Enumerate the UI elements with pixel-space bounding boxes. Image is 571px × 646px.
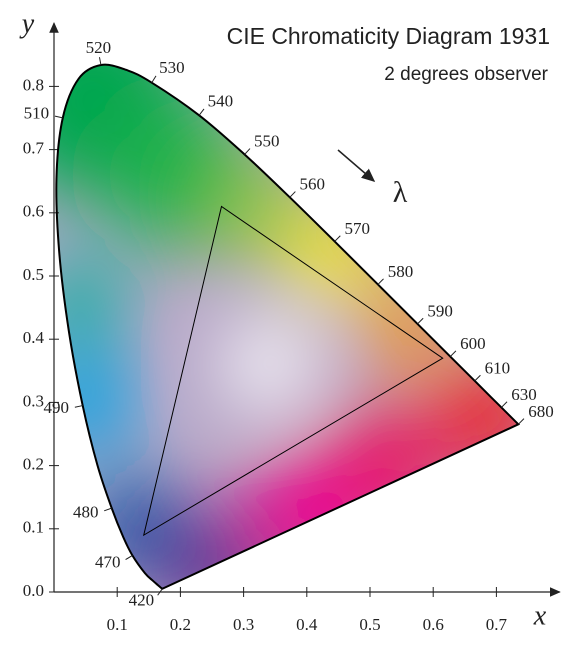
x-tick-label: 0.2 xyxy=(170,615,191,634)
wavelength-label: 630 xyxy=(511,385,537,404)
x-tick-label: 0.1 xyxy=(107,615,128,634)
locus-tick xyxy=(98,57,102,66)
locus-tick xyxy=(474,374,481,382)
color-blob xyxy=(433,358,519,472)
spectral-locus xyxy=(55,63,521,590)
y-tick-label: 0.3 xyxy=(23,391,44,410)
wavelength-label: 550 xyxy=(254,132,280,151)
chart-subtitle: 2 degrees observer xyxy=(384,64,548,85)
locus-tick xyxy=(104,507,112,512)
locus-tick xyxy=(517,418,525,425)
locus-tick xyxy=(54,115,63,119)
wavelength-annotation: λ xyxy=(393,176,408,209)
x-axis-label: x xyxy=(533,600,547,631)
color-blob xyxy=(56,257,124,346)
y-tick-label: 0.4 xyxy=(23,328,45,347)
locus-tick xyxy=(125,555,133,561)
y-axis-label: y xyxy=(19,8,35,39)
wavelength-label: 420 xyxy=(129,591,155,610)
x-tick-label: 0.5 xyxy=(359,615,380,634)
wavelength-label: 490 xyxy=(44,398,70,417)
locus-tick xyxy=(151,75,157,83)
y-tick-label: 0.0 xyxy=(23,581,44,600)
locus-tick xyxy=(501,401,508,408)
wavelength-label: 610 xyxy=(485,358,511,377)
locus-tick xyxy=(289,191,296,198)
locus-tick xyxy=(417,317,424,325)
wavelength-label: 570 xyxy=(345,219,371,238)
wavelength-label: 590 xyxy=(427,301,453,320)
wavelength-label: 520 xyxy=(86,38,112,57)
gamut-triangle xyxy=(142,205,444,537)
locus-tick xyxy=(198,108,205,116)
wavelength-label: 470 xyxy=(95,553,121,572)
wavelength-label: 580 xyxy=(388,262,414,281)
locus-tick xyxy=(74,405,83,408)
color-fill xyxy=(56,64,519,589)
y-tick-label: 0.5 xyxy=(23,265,44,284)
locus-tick xyxy=(244,148,251,155)
wavelength-label: 530 xyxy=(159,58,185,77)
locus-tick xyxy=(334,235,341,242)
y-tick-label: 0.7 xyxy=(23,139,45,158)
wavelength-label: 600 xyxy=(460,334,486,353)
color-blob xyxy=(363,282,453,371)
x-tick-label: 0.7 xyxy=(486,615,508,634)
x-tick-label: 0.4 xyxy=(296,615,318,634)
wavelength-label: 680 xyxy=(528,402,554,421)
locus-tick xyxy=(449,350,457,357)
color-blob xyxy=(224,320,314,409)
y-tick-label: 0.6 xyxy=(23,202,44,221)
wavelength-label: 510 xyxy=(24,103,50,122)
locus-tick xyxy=(157,588,163,596)
y-tick-label: 0.8 xyxy=(23,75,44,94)
x-tick-label: 0.6 xyxy=(423,615,444,634)
y-tick-label: 0.2 xyxy=(23,455,44,474)
locus-tick xyxy=(377,278,384,285)
wavelength-label: 560 xyxy=(300,175,326,194)
x-tick-label: 0.3 xyxy=(233,615,254,634)
color-blob xyxy=(243,452,370,580)
wavelength-arrow xyxy=(337,149,376,182)
chart-title: CIE Chromaticity Diagram 1931 xyxy=(227,23,550,49)
wavelength-label: 480 xyxy=(73,502,99,521)
y-tick-label: 0.1 xyxy=(23,518,44,537)
wavelength-label: 540 xyxy=(208,92,234,111)
